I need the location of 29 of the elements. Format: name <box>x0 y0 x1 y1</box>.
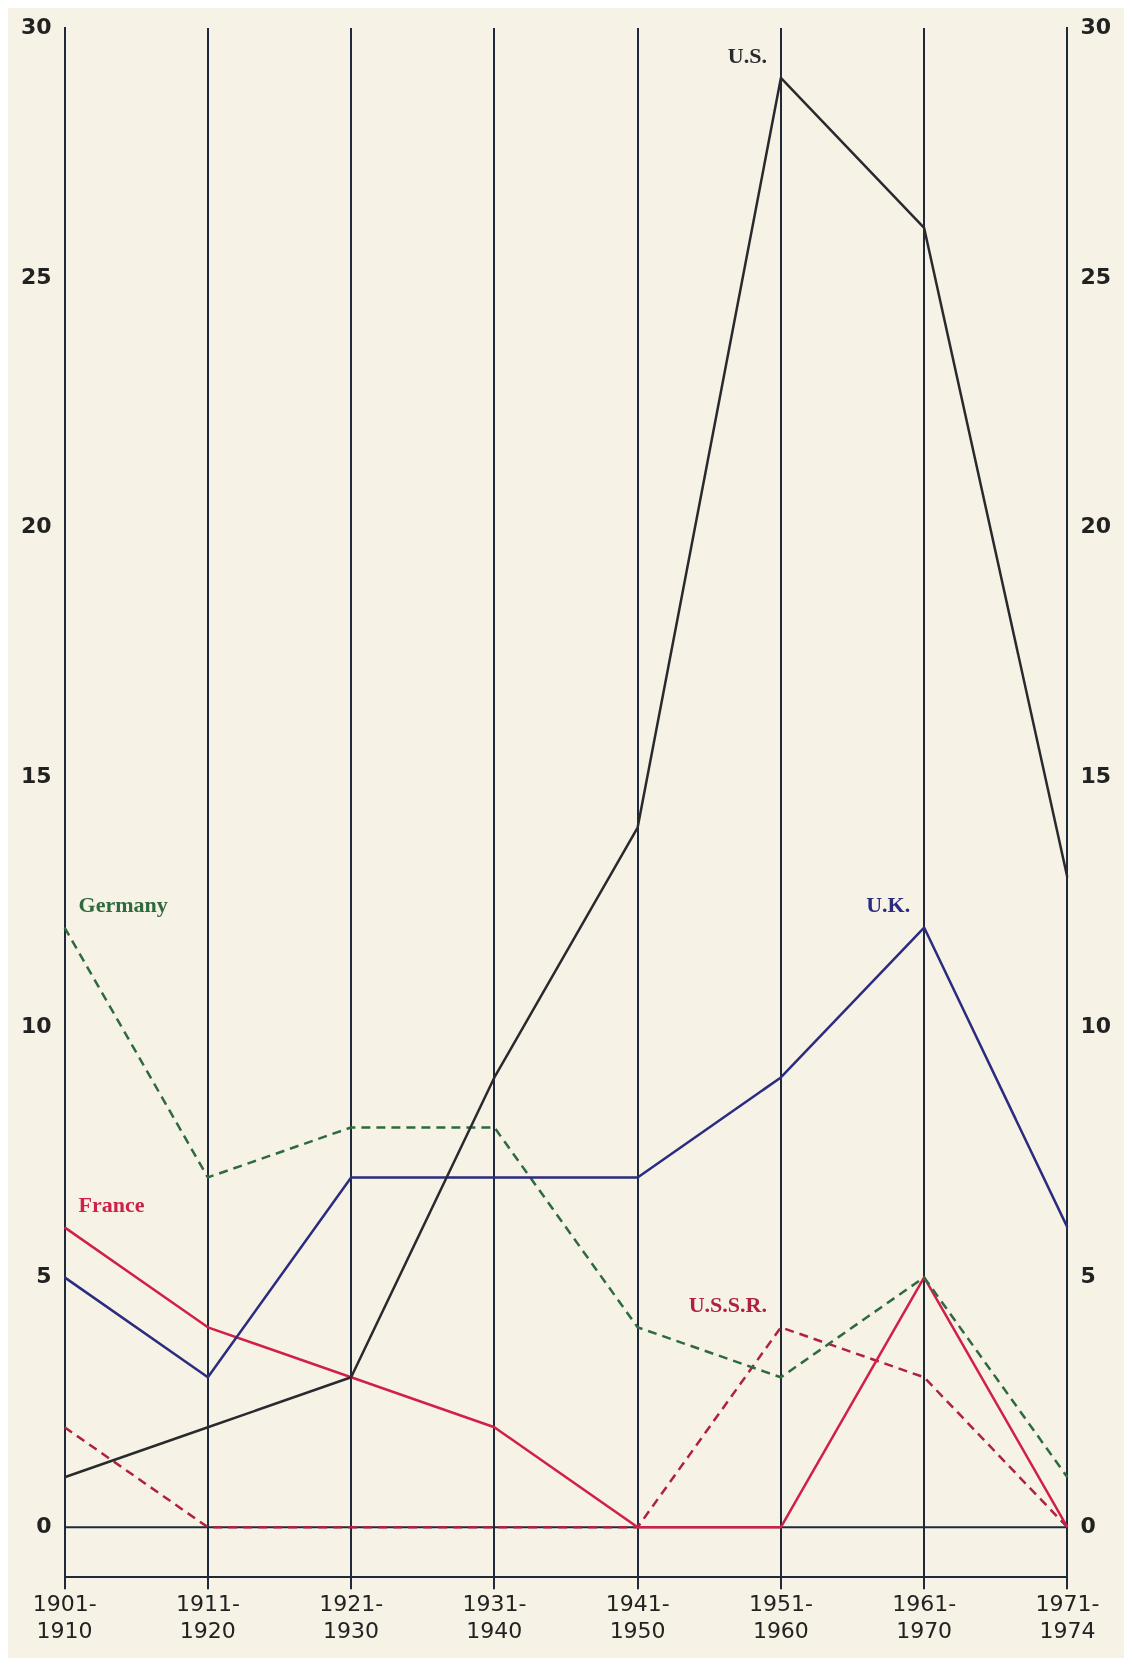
x-tick-label: 1921-1930 <box>319 1591 384 1643</box>
x-tick-label: 1971-1974 <box>1035 1591 1100 1643</box>
y2-tick-label: 15 <box>1080 763 1112 789</box>
y2-tick-label: 5 <box>1080 1263 1096 1289</box>
y2-tick-label: 20 <box>1080 513 1112 539</box>
y2-tick-label: 30 <box>1080 13 1112 39</box>
y2-tick-label: 0 <box>1080 1512 1096 1538</box>
y-tick-label: 20 <box>20 513 52 539</box>
series-label: U.S. <box>727 42 767 68</box>
x-tick-label: 1931-1940 <box>462 1591 527 1643</box>
y2-tick-label: 10 <box>1080 1013 1112 1039</box>
series-label: France <box>78 1192 145 1218</box>
series-label: U.K. <box>866 892 911 918</box>
y-tick-label: 10 <box>20 1013 52 1039</box>
y-tick-label: 0 <box>36 1512 52 1538</box>
line-series <box>63 926 1069 1479</box>
line-series <box>63 1326 1069 1529</box>
x-tick-label: 1941-1950 <box>605 1591 670 1643</box>
y-tick-label: 5 <box>36 1263 52 1289</box>
x-tick-label: 1961-1970 <box>892 1591 957 1643</box>
y-tick-label: 30 <box>20 13 52 39</box>
y-tick-label: 15 <box>20 763 52 789</box>
x-tick-label: 1951-1960 <box>748 1591 813 1643</box>
y-tick-label: 25 <box>20 263 52 289</box>
series-label: Germany <box>78 892 168 918</box>
y2-tick-label: 25 <box>1080 263 1112 289</box>
series-label: U.S.S.R. <box>688 1292 767 1318</box>
x-tick-label: 1901-1910 <box>32 1591 97 1643</box>
x-tick-label: 1911-1920 <box>175 1591 240 1643</box>
